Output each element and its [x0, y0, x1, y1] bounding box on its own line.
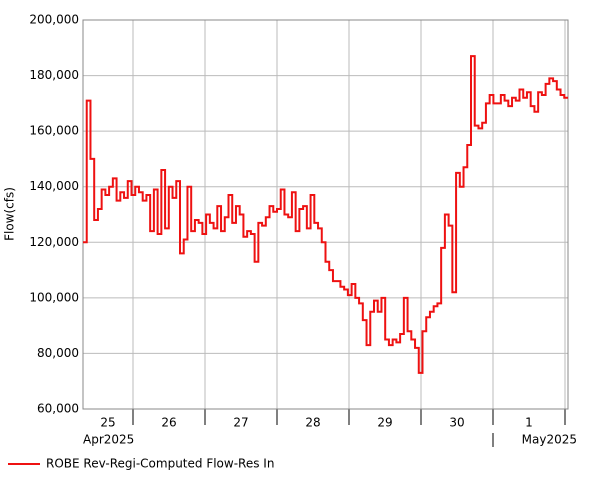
month-label: Apr2025	[83, 433, 134, 447]
y-axis-label: Flow(cfs)	[3, 187, 17, 241]
y-tick-label: 60,000	[37, 402, 79, 416]
y-tick-label: 100,000	[29, 290, 79, 304]
day-label: 25	[100, 416, 115, 430]
y-tick-label: 180,000	[29, 68, 79, 82]
plot-border	[82, 19, 569, 410]
y-tick-label: 80,000	[37, 346, 79, 360]
day-label: 29	[377, 416, 392, 430]
day-label: 30	[449, 416, 464, 430]
y-tick-label: 140,000	[29, 179, 79, 193]
day-label: 28	[305, 416, 320, 430]
flow-line	[83, 55, 568, 374]
month-label: May2025	[522, 433, 577, 447]
day-label: 27	[233, 416, 248, 430]
day-label: 1	[525, 416, 533, 430]
legend-label: ROBE Rev-Regi-Computed Flow-Res In	[46, 457, 274, 471]
y-tick-label: 160,000	[29, 124, 79, 138]
day-label: 26	[161, 416, 176, 430]
y-tick-label: 120,000	[29, 235, 79, 249]
y-tick-label: 200,000	[29, 13, 79, 27]
